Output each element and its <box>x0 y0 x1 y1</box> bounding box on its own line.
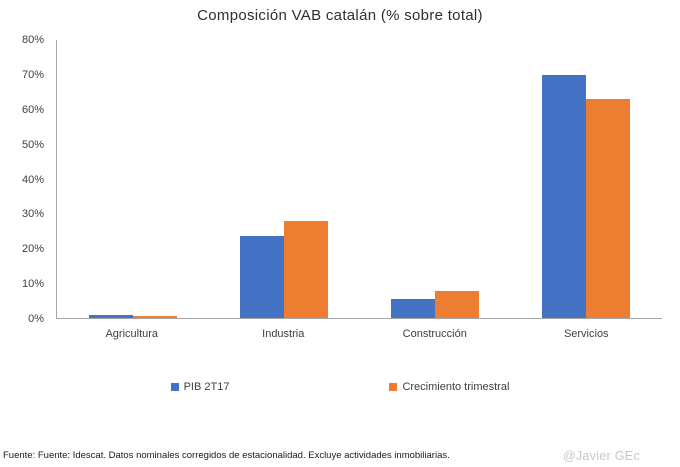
legend-swatch-icon <box>389 383 398 391</box>
bar-crecimiento-trimestral-construcción <box>435 290 480 318</box>
x-axis-label-servicios: Servicios <box>563 328 609 340</box>
watermark-credit: @Javier GEc <box>562 449 640 463</box>
category-slot-agricultura <box>57 40 208 318</box>
category-slot-industria <box>208 40 359 318</box>
source-note: Fuente: Fuente: Idescat. Datos nominales… <box>3 450 450 461</box>
x-axis-label-construcción: Construcción <box>402 328 467 340</box>
y-tick-label: 10% <box>21 278 44 291</box>
legend-item-pib-2t17: PIB 2T17 <box>170 381 230 393</box>
legend-item-crecimiento-trimestral: Crecimiento trimestral <box>389 381 509 393</box>
bar-crecimiento-trimestral-servicios <box>586 99 631 318</box>
y-tick-label: 80% <box>21 34 44 46</box>
chart-title: Composición VAB catalán (% sobre total) <box>197 7 483 24</box>
legend-swatch-icon <box>170 383 179 391</box>
y-tick-label: 60% <box>21 103 44 116</box>
category-slot-construcción <box>360 40 511 318</box>
bar-pib-2t17-construcción <box>391 298 436 318</box>
bar-pib-2t17-agricultura <box>88 314 133 318</box>
bar-pib-2t17-industria <box>239 235 284 318</box>
y-tick-label: 30% <box>21 208 44 221</box>
y-tick-label: 0% <box>28 313 44 325</box>
x-axis-labels: Agricultura Industria Construcción Servicio… <box>56 328 662 340</box>
y-axis: 0% 10% 20% 30% 40% 50% 60% 70% 80% <box>0 34 50 325</box>
bar-pib-2t17-servicios <box>542 75 587 318</box>
legend-label: Crecimiento trimestral <box>402 381 510 393</box>
y-tick-label: 40% <box>21 173 44 186</box>
y-tick-label: 20% <box>21 243 44 256</box>
bar-crecimiento-trimestral-agricultura <box>132 316 177 318</box>
category-slot-servicios <box>511 40 662 318</box>
legend: PIB 2T17 Crecimiento trimestral <box>0 381 680 393</box>
legend-label: PIB 2T17 <box>183 381 230 393</box>
bar-crecimiento-trimestral-industria <box>283 221 328 318</box>
plot-area <box>56 40 662 319</box>
x-axis-label-agricultura: Agricultura <box>105 328 159 340</box>
x-axis-label-industria: Industria <box>262 328 305 340</box>
y-tick-label: 70% <box>21 68 44 81</box>
y-tick-label: 50% <box>21 138 44 151</box>
